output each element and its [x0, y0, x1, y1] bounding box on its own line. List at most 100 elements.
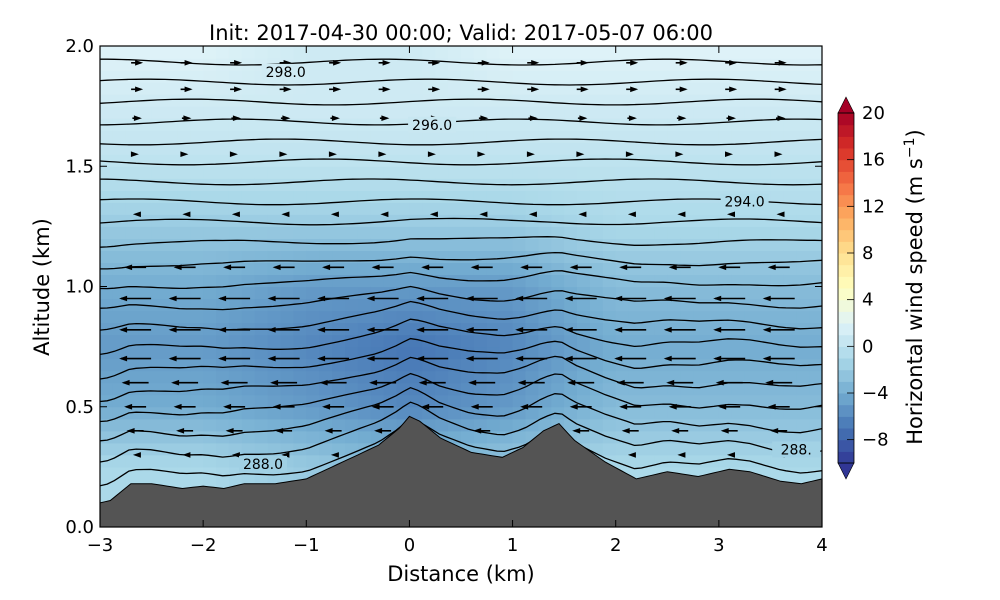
- field-cell: [770, 274, 784, 288]
- field-cell: [357, 250, 372, 263]
- wind-vector-head: [630, 86, 639, 93]
- y-tick-label: 0.0: [65, 517, 94, 538]
- field-cell: [551, 394, 565, 408]
- field-cell: [138, 130, 153, 143]
- field-cell: [254, 142, 269, 155]
- field-cell: [641, 442, 655, 456]
- field-cell: [319, 214, 333, 227]
- field-cell: [370, 274, 385, 288]
- field-cell: [577, 106, 591, 119]
- field-cell: [551, 82, 565, 95]
- field-cell: [731, 442, 746, 456]
- field-cell: [525, 406, 539, 420]
- field-cell: [306, 46, 320, 59]
- field-cell: [306, 118, 320, 131]
- field-cell: [667, 154, 681, 167]
- field-cell: [422, 274, 436, 288]
- field-cell: [499, 226, 514, 239]
- field-cell: [435, 346, 449, 360]
- wind-vector-head: [619, 264, 628, 271]
- field-cell: [577, 142, 591, 155]
- field-cell: [461, 214, 475, 227]
- field-cell: [589, 166, 604, 179]
- field-cell: [409, 70, 423, 83]
- field-cell: [641, 250, 655, 263]
- field-cell: [190, 286, 204, 300]
- colorbar-tick-label: 12: [862, 196, 885, 217]
- field-cell: [680, 46, 694, 59]
- field-cell: [744, 58, 759, 71]
- field-cell: [783, 190, 797, 203]
- field-cell: [254, 418, 269, 432]
- wind-vector-head: [614, 295, 623, 302]
- wind-vector-head: [371, 264, 380, 271]
- field-cell: [396, 178, 410, 191]
- wind-vector-head: [267, 355, 276, 362]
- field-cell: [177, 178, 191, 191]
- field-cell: [512, 58, 527, 71]
- field-cell: [370, 58, 385, 71]
- field-cell: [100, 202, 114, 215]
- field-cell: [757, 394, 771, 408]
- field-cell: [216, 106, 230, 119]
- field-cell: [306, 166, 320, 179]
- field-cell: [525, 142, 539, 155]
- colorbar-extend-max: [837, 96, 855, 114]
- field-cell: [370, 190, 385, 203]
- wind-vector-head: [663, 295, 672, 302]
- field-cell: [693, 226, 707, 239]
- wind-vector-head: [171, 379, 180, 386]
- field-cell: [164, 346, 178, 360]
- field-cell: [796, 370, 810, 384]
- field-cell: [216, 430, 230, 444]
- field-cell: [718, 250, 733, 263]
- field-cell: [190, 310, 204, 324]
- field-cell: [254, 262, 269, 275]
- field-cell: [731, 298, 746, 312]
- field-cell: [796, 286, 810, 300]
- field-cell: [744, 334, 759, 348]
- field-cell: [177, 370, 191, 384]
- field-cell: [190, 418, 204, 432]
- field-cell: [228, 142, 243, 155]
- field-cell: [112, 466, 127, 480]
- field-cell: [100, 130, 114, 143]
- field-cell: [100, 46, 114, 59]
- field-cell: [267, 382, 282, 396]
- field-cell: [306, 82, 320, 95]
- field-cell: [796, 118, 810, 131]
- field-cell: [473, 358, 488, 372]
- field-cell: [783, 454, 797, 468]
- wind-vector-head: [317, 355, 326, 362]
- field-cell: [783, 394, 797, 408]
- field-cell: [641, 346, 655, 360]
- wind-vector-head: [578, 211, 587, 218]
- field-cell: [589, 82, 604, 95]
- field-cell: [112, 226, 127, 239]
- field-cell: [551, 226, 565, 239]
- field-cell: [706, 70, 720, 83]
- field-cell: [628, 334, 643, 348]
- field-cell: [641, 370, 655, 384]
- field-cell: [525, 322, 539, 336]
- field-cell: [602, 142, 617, 155]
- field-cell: [216, 142, 230, 155]
- field-cell: [448, 190, 462, 203]
- field-cell: [306, 106, 320, 119]
- field-cell: [345, 226, 359, 239]
- field-cell: [577, 262, 591, 275]
- field-cell: [538, 298, 552, 312]
- wind-vector-head: [713, 295, 722, 302]
- theta-contour-line: [100, 418, 822, 487]
- field-cell: [203, 166, 217, 179]
- field-cell: [770, 430, 784, 444]
- colorbar-label-exponent: −1: [902, 137, 918, 158]
- field-cell: [731, 238, 746, 251]
- field-cell: [512, 298, 527, 312]
- field-cell: [190, 214, 204, 227]
- field-cell: [461, 46, 475, 59]
- field-cell: [357, 58, 372, 71]
- field-cell: [757, 286, 771, 300]
- field-cell: [422, 310, 436, 324]
- wind-vector-head: [718, 403, 727, 410]
